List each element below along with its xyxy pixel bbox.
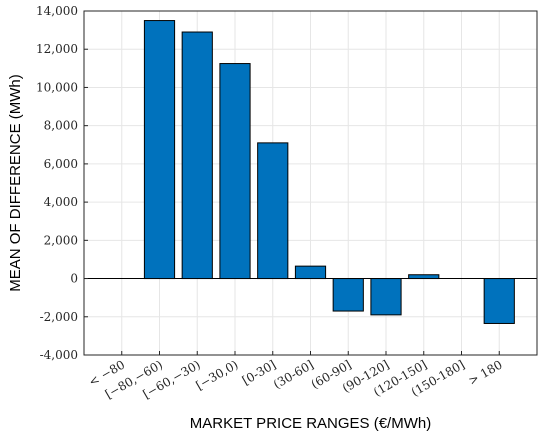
- bar: [483, 278, 515, 324]
- x-tick-label: > 180: [466, 357, 505, 388]
- y-tick-label: 0: [70, 272, 78, 286]
- bars: [143, 20, 515, 324]
- y-tick-labels: -4,000 -2,000 0 2,000 4,000 6,000 8,000 10,000 1…: [36, 4, 88, 362]
- y-tick-label: 2,000: [44, 233, 78, 247]
- y-tick-label: 10,000: [36, 80, 78, 94]
- bar: [332, 278, 364, 312]
- x-tick-labels: < −80[−80,−60)[−60,−30)[−30,0) [0-30](30-…: [86, 351, 505, 402]
- y-tick-label: -4,000: [40, 348, 78, 362]
- y-tick-label: 4,000: [44, 195, 78, 209]
- y-tick-label: -2,000: [40, 310, 78, 324]
- y-axis-title: MEAN OF DIFFERENCE (MWh): [7, 74, 24, 292]
- bar: [408, 274, 440, 280]
- bar: [143, 20, 176, 280]
- bar: [370, 278, 402, 316]
- bar: [181, 31, 213, 280]
- y-tick-label: 12,000: [36, 42, 78, 56]
- x-tick-label: [−30,0): [194, 357, 241, 392]
- x-tick-label: (30-60]: [271, 357, 316, 391]
- bar: [219, 63, 251, 280]
- y-tick-label: 6,000: [44, 157, 78, 171]
- y-tick-label: 8,000: [44, 119, 78, 133]
- bar: [294, 265, 327, 280]
- x-axis-title: MARKET PRICE RANGES (€/MWh): [190, 415, 431, 432]
- y-tick-label: 14,000: [36, 4, 78, 18]
- bar: [257, 142, 289, 280]
